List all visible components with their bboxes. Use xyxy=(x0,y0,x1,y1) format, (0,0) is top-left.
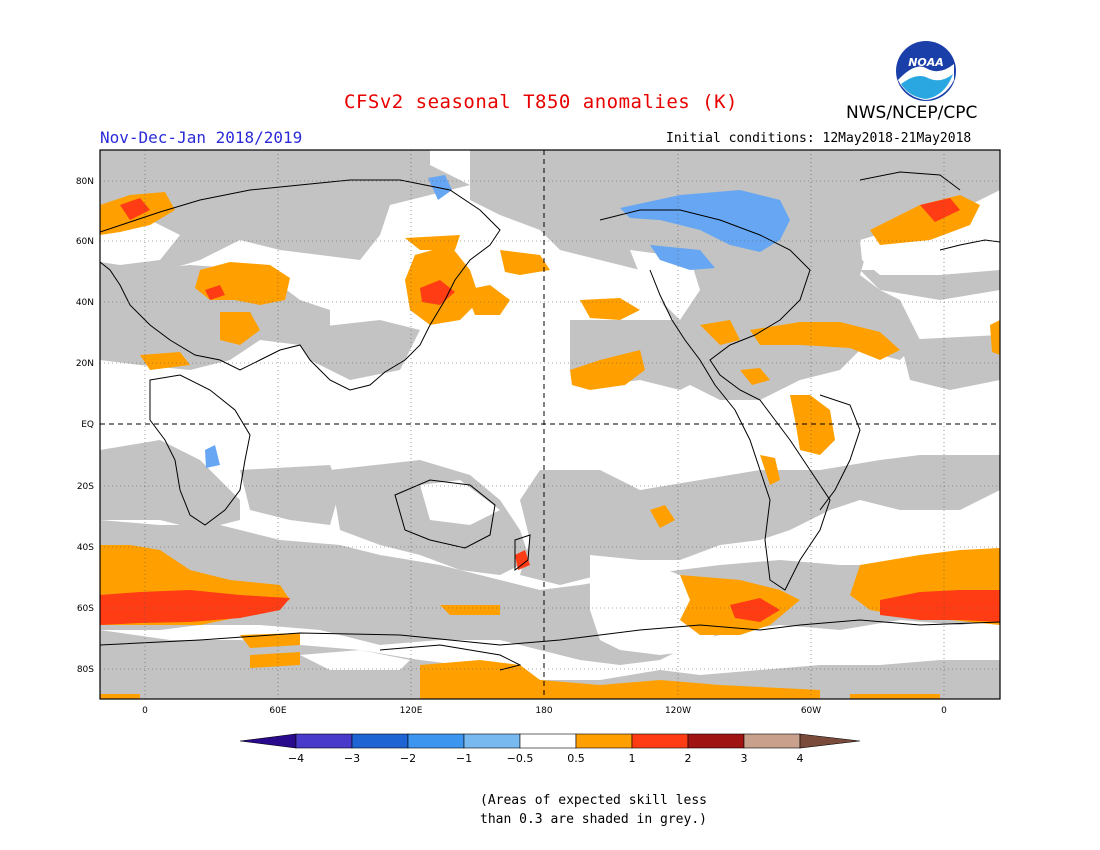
noaa-logo-text: NOAA xyxy=(908,56,944,69)
colorbar-label-m05: −0.5 xyxy=(507,752,534,765)
lat-label-80s: 80S xyxy=(77,665,94,675)
skill-note-line-1: (Areas of expected skill less xyxy=(480,793,707,808)
map-frame xyxy=(99,149,1001,700)
lat-label-eq: EQ xyxy=(81,420,94,430)
lat-label-80n: 80N xyxy=(76,177,94,187)
colorbar-cell-6 xyxy=(575,733,633,749)
lat-label-20n: 20N xyxy=(76,359,94,369)
equator-dateline xyxy=(100,150,1000,699)
lon-label-0-east: 0 xyxy=(941,706,947,716)
lon-label-120w: 120W xyxy=(665,706,691,716)
lat-label-60n: 60N xyxy=(76,237,94,247)
chart-title: CFSv2 seasonal T850 anomalies (K) xyxy=(344,91,738,113)
organization-label: NWS/NCEP/CPC xyxy=(846,103,978,123)
anomaly-shading xyxy=(100,150,1000,699)
season-label: Nov-Dec-Jan 2018/2019 xyxy=(100,128,303,147)
colorbar-label-1: 1 xyxy=(629,752,636,765)
colorbar-label-4: 4 xyxy=(797,752,804,765)
colorbar-label-2: 2 xyxy=(685,752,692,765)
lat-label-40n: 40N xyxy=(76,298,94,308)
colorbar-cell-2 xyxy=(351,733,409,749)
negative-anomaly-0.5-1 xyxy=(205,175,790,468)
colorbar-cell-8 xyxy=(687,733,745,749)
lat-label-20s: 20S xyxy=(77,482,94,492)
positive-anomaly-1-2 xyxy=(100,198,1000,625)
colorbar-cell-3 xyxy=(407,733,465,749)
colorbar-cell-5 xyxy=(519,733,577,749)
colorbar xyxy=(239,733,861,749)
lon-label-0: 0 xyxy=(142,706,148,716)
skill-note-line-2: than 0.3 are shaded in grey.) xyxy=(480,812,707,827)
lat-label-40s: 40S xyxy=(77,543,94,553)
colorbar-label-3: 3 xyxy=(741,752,748,765)
colorbar-cell-1 xyxy=(295,733,353,749)
colorbar-cell-0 xyxy=(239,733,297,749)
colorbar-label-m4: −4 xyxy=(288,752,304,765)
lat-label-60s: 60S xyxy=(77,604,94,614)
colorbar-label-m1: −1 xyxy=(456,752,472,765)
colorbar-cell-9 xyxy=(743,733,801,749)
colorbar-labels: −4 −3 −2 −1 −0.5 0.5 1 2 3 4 xyxy=(288,752,804,765)
colorbar-cell-10 xyxy=(799,733,861,749)
colorbar-label-m2: −2 xyxy=(400,752,416,765)
lon-label-120e: 120E xyxy=(400,706,423,716)
latitude-labels: 80N 60N 40N 20N EQ 20S 40S 60S 80S xyxy=(76,177,94,675)
lon-label-180: 180 xyxy=(535,706,552,716)
coastlines xyxy=(100,171,1000,671)
lon-label-60w: 60W xyxy=(801,706,821,716)
colorbar-label-m3: −3 xyxy=(344,752,360,765)
noaa-logo: NOAA xyxy=(896,41,956,101)
lon-label-60e: 60E xyxy=(269,706,286,716)
colorbar-cell-4 xyxy=(463,733,521,749)
initial-conditions-label: Initial conditions: 12May2018-21May2018 xyxy=(666,131,972,146)
colorbar-cell-7 xyxy=(631,733,689,749)
colorbar-label-05: 0.5 xyxy=(567,752,585,765)
longitude-labels: 0 60E 120E 180 120W 60W 0 xyxy=(142,706,947,716)
